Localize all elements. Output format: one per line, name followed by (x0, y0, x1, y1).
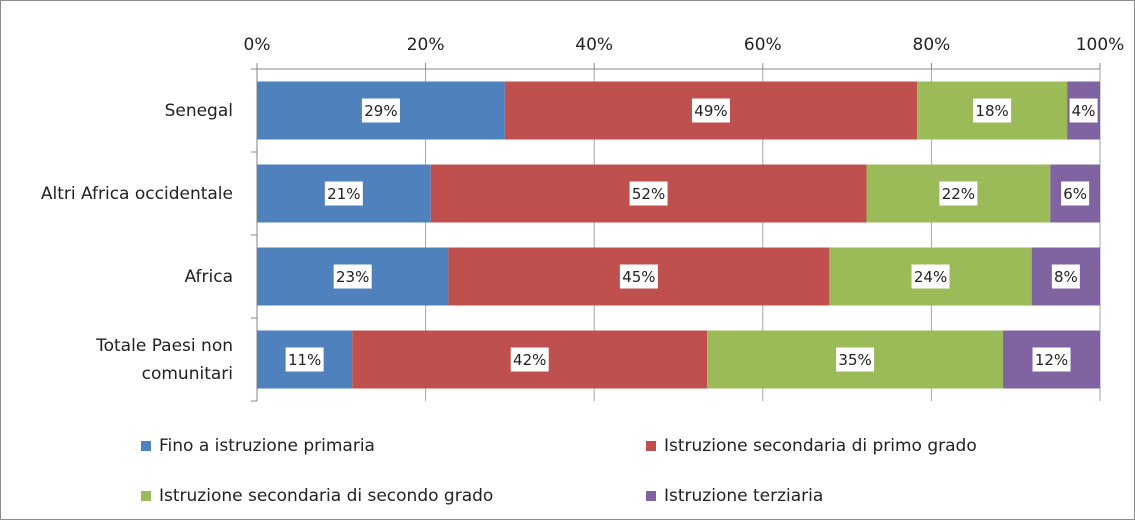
legend-label: Istruzione secondaria di primo grado (664, 436, 977, 456)
legend-swatch (646, 441, 656, 451)
x-tick-label: 0% (244, 35, 271, 55)
data-label: 45% (622, 268, 655, 286)
data-label: 11% (288, 351, 321, 369)
label-box (1032, 347, 1071, 372)
legend-label: Istruzione terziaria (664, 486, 823, 506)
legend-label: Istruzione secondaria di secondo grado (159, 486, 493, 506)
data-label: 24% (914, 268, 947, 286)
data-label: 18% (975, 102, 1008, 120)
label-box (333, 264, 372, 289)
label-box (1069, 98, 1098, 123)
data-label: 21% (327, 185, 360, 203)
data-label: 42% (513, 351, 546, 369)
category-label: Africa (184, 266, 234, 287)
x-tick-label: 20% (407, 35, 445, 55)
x-tick-label: 60% (744, 35, 782, 55)
data-label: 22% (942, 185, 975, 203)
data-label: 35% (838, 351, 871, 369)
legend-swatch (141, 441, 151, 451)
label-box (285, 347, 324, 372)
category-label: Altri Africa occidentale (40, 183, 233, 204)
label-box (911, 264, 950, 289)
label-box (691, 98, 730, 123)
data-label: 8% (1054, 268, 1078, 286)
x-tick-label: 40% (575, 35, 613, 55)
data-label: 12% (1035, 351, 1068, 369)
data-label: 49% (694, 102, 727, 120)
legend-swatch (646, 491, 656, 501)
label-box (973, 98, 1012, 123)
label-box (324, 181, 363, 206)
x-tick-label: 100% (1076, 35, 1125, 55)
data-label: 4% (1072, 102, 1096, 120)
data-label: 6% (1063, 185, 1087, 203)
label-box (510, 347, 549, 372)
label-box (939, 181, 978, 206)
label-box (619, 264, 658, 289)
label-box (836, 347, 875, 372)
label-box (1061, 181, 1090, 206)
category-label: Totale Paesi non comunitari (96, 335, 233, 384)
legend-label: Fino a istruzione primaria (159, 436, 375, 456)
data-label: 52% (632, 185, 665, 203)
data-label: 23% (336, 268, 369, 286)
x-tick-label: 80% (913, 35, 951, 55)
category-label: Senegal (164, 100, 233, 121)
label-box (361, 98, 400, 123)
label-box (629, 181, 668, 206)
legend-swatch (141, 491, 151, 501)
data-label: 29% (364, 102, 397, 120)
label-box (1051, 264, 1080, 289)
